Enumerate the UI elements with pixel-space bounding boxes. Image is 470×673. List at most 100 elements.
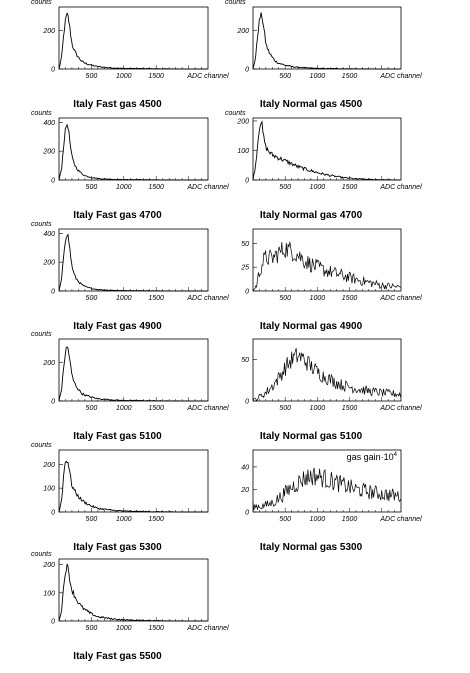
x-tick-label: 1500 bbox=[148, 625, 164, 632]
x-axis-label: ADC channel bbox=[379, 405, 422, 412]
chart-title: Italy Normal gas 5300 bbox=[260, 542, 363, 553]
histogram-series bbox=[252, 467, 401, 511]
x-tick-label: 500 bbox=[279, 405, 291, 412]
gas-gain-annotation: gas gain·104 bbox=[347, 452, 398, 462]
x-tick-label: 1500 bbox=[342, 516, 358, 523]
plot-frame bbox=[58, 228, 209, 292]
histogram-series bbox=[252, 12, 401, 70]
plot-frame bbox=[58, 558, 209, 622]
y-tick-label: 40 bbox=[241, 464, 249, 471]
x-axis-label: ADC channel bbox=[379, 295, 422, 302]
y-axis-label: counts bbox=[225, 0, 246, 6]
plot-frame bbox=[252, 228, 402, 292]
chart-panel-11: 0 100 200 500 1000 1500 counts ADC channel Italy… bbox=[31, 551, 229, 662]
x-tick-label: 1500 bbox=[148, 405, 164, 412]
x-tick-label: 500 bbox=[86, 516, 98, 523]
plot-frame bbox=[252, 117, 402, 181]
x-tick-label: 500 bbox=[279, 516, 291, 523]
x-axis-label: ADC channel bbox=[379, 516, 422, 523]
x-tick-label: 1000 bbox=[310, 73, 326, 80]
x-axis-label: ADC channel bbox=[186, 625, 229, 632]
x-tick-label: 1000 bbox=[310, 405, 326, 412]
y-axis-label: counts bbox=[31, 331, 52, 338]
x-tick-label: 500 bbox=[279, 73, 291, 80]
y-tick-label: 400 bbox=[43, 231, 55, 238]
x-tick-label: 1500 bbox=[342, 295, 358, 302]
y-tick-label: 0 bbox=[51, 619, 55, 626]
y-tick-label: 0 bbox=[51, 399, 55, 406]
chart-title: Italy Normal gas 5100 bbox=[260, 431, 363, 442]
histogram-series bbox=[252, 120, 401, 181]
x-tick-label: 1000 bbox=[116, 625, 132, 632]
x-tick-label: 500 bbox=[86, 184, 98, 191]
x-tick-label: 1500 bbox=[148, 295, 164, 302]
x-axis-label: ADC channel bbox=[186, 295, 229, 302]
chart-title: Italy Fast gas 5100 bbox=[73, 431, 162, 442]
chart-title: Italy Normal gas 4700 bbox=[260, 210, 363, 221]
y-tick-label: 400 bbox=[43, 120, 55, 127]
plot-frame bbox=[252, 6, 402, 70]
chart-title: Italy Fast gas 5500 bbox=[73, 651, 162, 662]
histogram-series bbox=[58, 346, 208, 402]
x-tick-label: 1000 bbox=[116, 405, 132, 412]
x-tick-label: 500 bbox=[279, 184, 291, 191]
y-axis-label: counts bbox=[225, 110, 246, 117]
x-tick-label: 1000 bbox=[310, 184, 326, 191]
chart-title: Italy Normal gas 4900 bbox=[260, 321, 363, 332]
chart-panel-10: 0 20 40 500 1000 1500 ADC channel gas gain·104 I… bbox=[240, 449, 422, 553]
y-tick-label: 0 bbox=[51, 289, 55, 296]
y-tick-label: 200 bbox=[236, 118, 249, 125]
x-axis-label: ADC channel bbox=[186, 405, 229, 412]
chart-panel-9: 0 100 200 500 1000 1500 counts Italy Fast gas 5… bbox=[31, 442, 209, 553]
y-tick-label: 200 bbox=[236, 28, 249, 35]
chart-panel-4: 0 100 200 500 1000 1500 counts ADC channel Italy… bbox=[225, 110, 422, 221]
y-tick-label: 200 bbox=[42, 462, 55, 469]
x-tick-label: 1500 bbox=[148, 184, 164, 191]
chart-panel-5: 0 200 400 500 1000 1500 counts ADC channel Italy… bbox=[31, 221, 229, 332]
y-axis-label: counts bbox=[31, 221, 52, 228]
chart-title: Italy Normal gas 4500 bbox=[260, 99, 363, 110]
y-tick-label: 25 bbox=[240, 265, 249, 272]
y-tick-label: 0 bbox=[51, 178, 55, 185]
x-tick-label: 500 bbox=[86, 405, 98, 412]
histogram-series bbox=[252, 347, 401, 402]
chart-title: Italy Fast gas 4900 bbox=[73, 321, 162, 332]
x-tick-label: 1500 bbox=[342, 405, 358, 412]
x-axis-label: ADC channel bbox=[186, 73, 229, 80]
x-tick-label: 500 bbox=[86, 295, 98, 302]
y-axis-label: counts bbox=[31, 442, 52, 449]
y-tick-label: 0 bbox=[245, 67, 249, 74]
histogram-series bbox=[58, 233, 208, 292]
y-tick-label: 200 bbox=[42, 28, 55, 35]
chart-panel-6: 0 25 50 500 1000 1500 ADC channel Italy Normal … bbox=[240, 228, 422, 332]
chart-panel-2: 0 200 500 1000 1500 counts ADC channel Italy No… bbox=[225, 0, 422, 110]
chart-panel-7: 0 200 500 1000 1500 counts ADC channel Italy Fa… bbox=[31, 331, 229, 442]
y-tick-label: 100 bbox=[43, 590, 55, 597]
y-tick-label: 0 bbox=[51, 67, 55, 74]
plot-frame bbox=[58, 449, 209, 513]
plot-frame bbox=[58, 117, 209, 181]
y-tick-label: 20 bbox=[240, 487, 249, 494]
x-tick-label: 1500 bbox=[148, 516, 164, 523]
x-tick-label: 1500 bbox=[342, 73, 358, 80]
chart-panel-8: 0 50 500 1000 1500 ADC channel Italy Normal ga… bbox=[241, 338, 422, 442]
y-axis-label: counts bbox=[31, 551, 52, 558]
x-tick-label: 1500 bbox=[148, 73, 164, 80]
x-tick-label: 1000 bbox=[116, 73, 132, 80]
plot-frame bbox=[58, 338, 209, 402]
plot-frame bbox=[252, 338, 402, 402]
chart-title: Italy Fast gas 4500 bbox=[73, 99, 162, 110]
histogram-series bbox=[58, 563, 208, 622]
y-tick-label: 0 bbox=[245, 399, 249, 406]
y-tick-label: 0 bbox=[245, 510, 249, 517]
y-tick-label: 100 bbox=[43, 486, 55, 493]
histogram-series bbox=[58, 123, 208, 181]
histogram-series bbox=[58, 460, 208, 513]
y-axis-label: counts bbox=[31, 0, 52, 6]
plot-frame bbox=[58, 6, 209, 70]
x-tick-label: 1000 bbox=[116, 184, 132, 191]
y-tick-label: 50 bbox=[241, 357, 249, 364]
x-tick-label: 500 bbox=[86, 625, 98, 632]
x-tick-label: 1000 bbox=[310, 516, 326, 523]
